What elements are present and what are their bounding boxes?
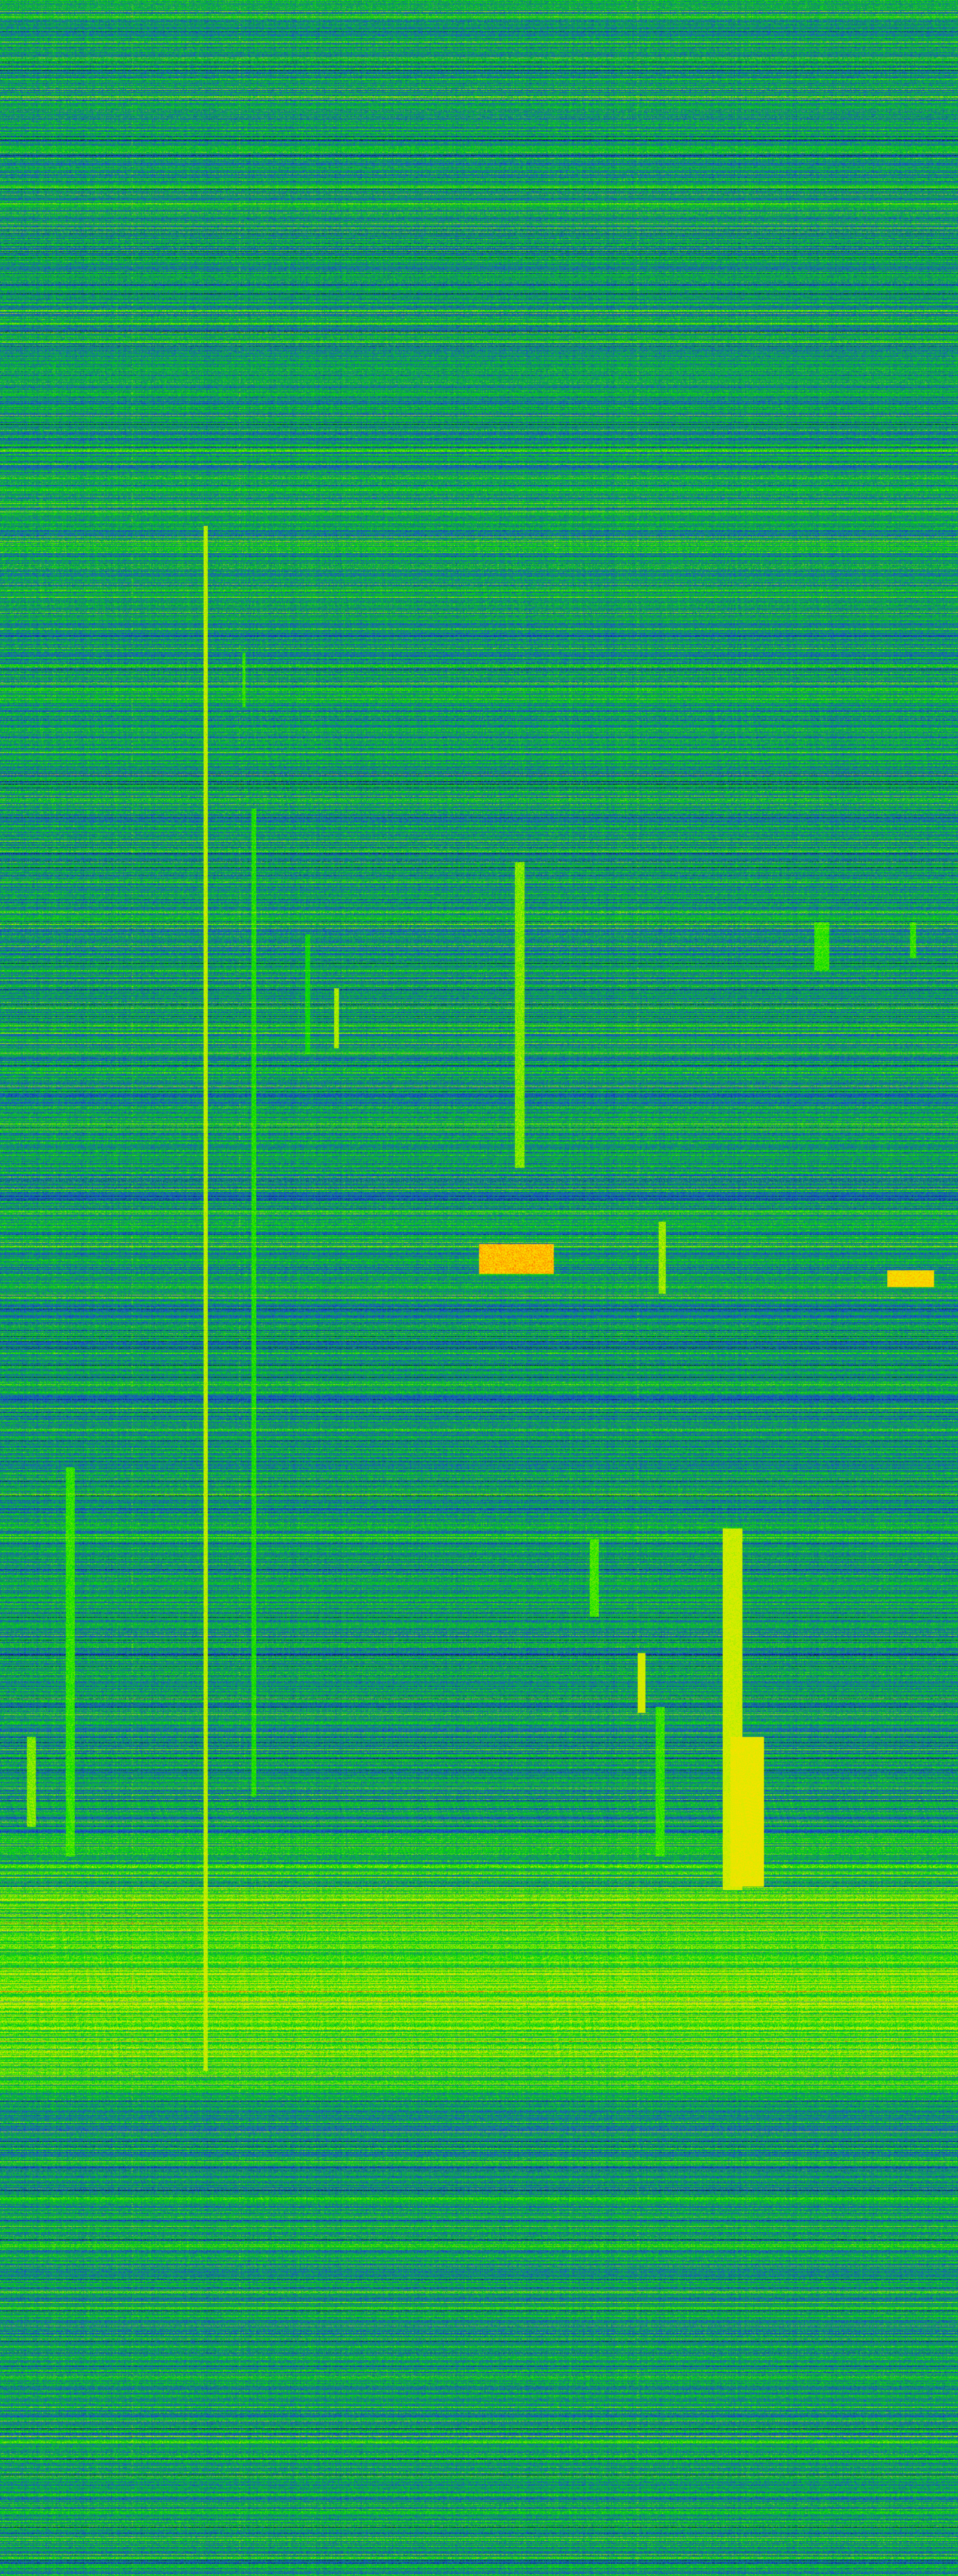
spectrogram-waterfall [0,0,958,2576]
spectrogram-canvas [0,0,958,2576]
